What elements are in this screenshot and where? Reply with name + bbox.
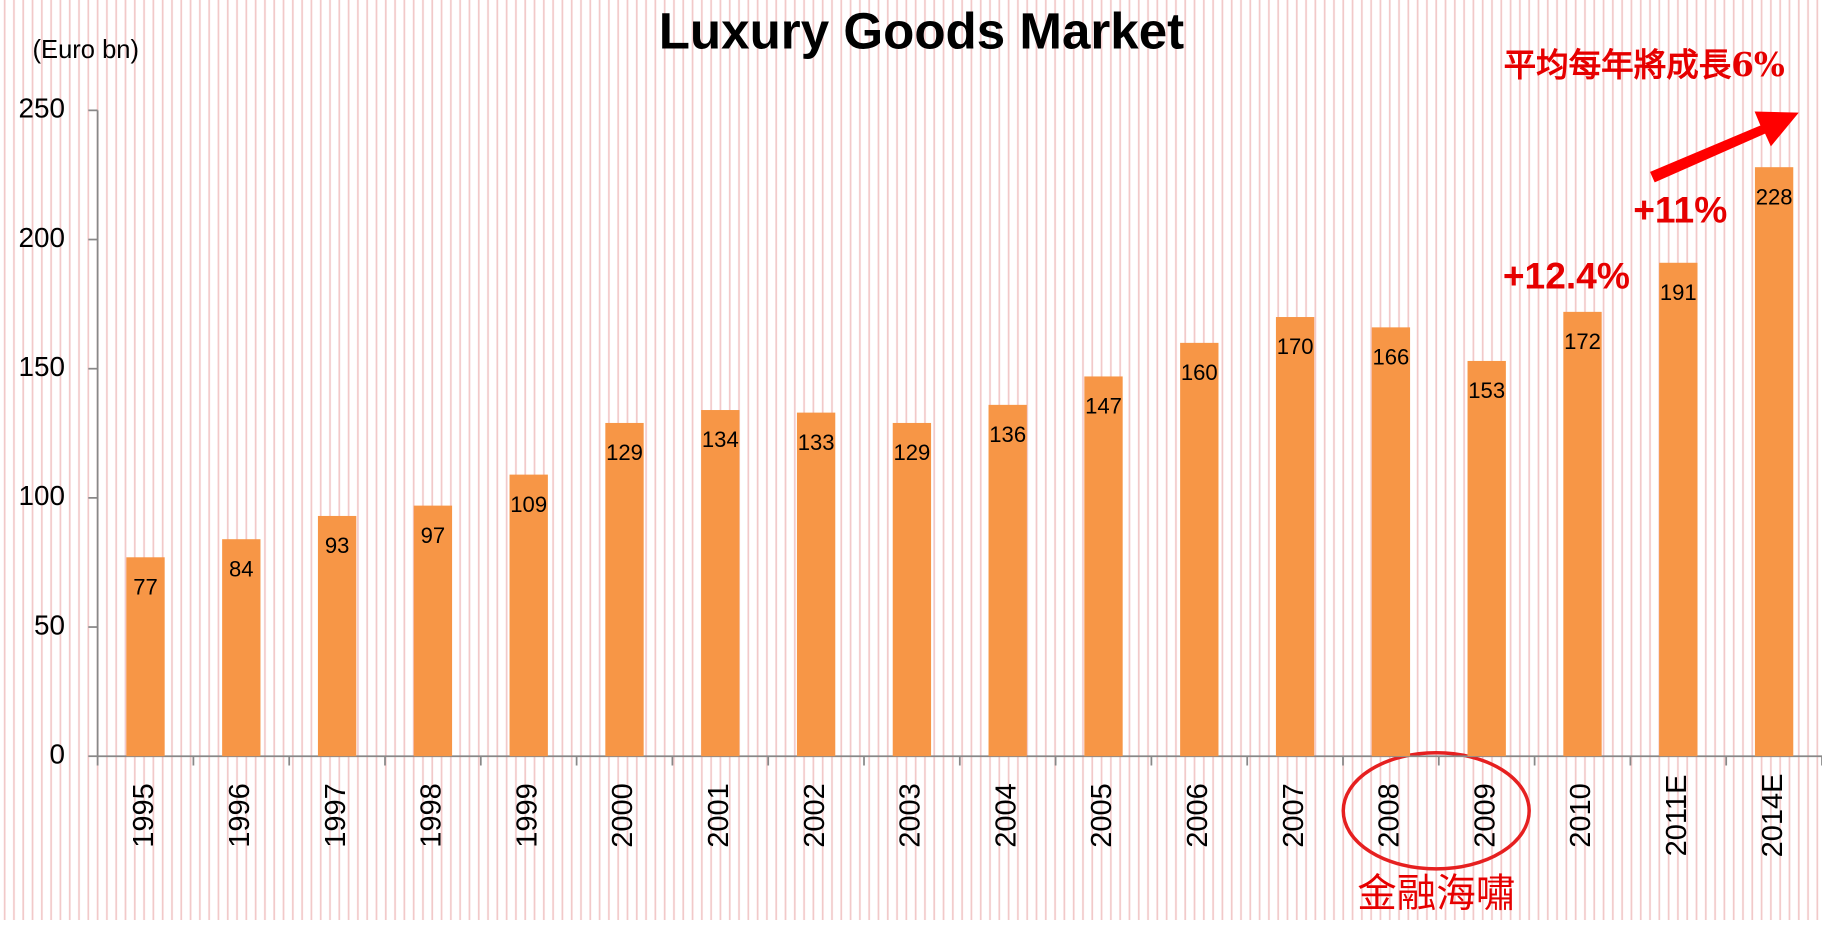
x-tick-label: 2014E (1757, 773, 1789, 857)
y-axis-label: (Euro bn) (33, 36, 140, 64)
data-label: 134 (702, 427, 739, 452)
data-label: 147 (1085, 394, 1122, 419)
annotation: 金融海嘯 (1357, 871, 1515, 917)
bar (605, 422, 644, 757)
data-label: 133 (798, 430, 835, 455)
data-label: 84 (229, 556, 254, 581)
bar (988, 404, 1027, 757)
x-tick-label: 2010 (1565, 783, 1597, 848)
bar (701, 410, 740, 757)
x-tick-label: 2000 (607, 783, 639, 848)
x-tick-label: 2007 (1278, 783, 1310, 848)
bar (126, 557, 165, 757)
bar (1084, 376, 1123, 757)
bar (413, 505, 453, 757)
x-tick-label: 2001 (703, 783, 735, 848)
data-label: 191 (1660, 280, 1697, 305)
x-tick-label: 1998 (416, 783, 448, 848)
highlight-circle (1341, 750, 1531, 871)
y-tick-label: 0 (50, 739, 66, 770)
bar (1754, 167, 1794, 757)
data-label: 93 (325, 533, 350, 558)
data-label: 170 (1277, 334, 1314, 359)
annotation: +12.4% (1503, 255, 1630, 297)
bar (509, 474, 548, 757)
x-tick-label: 2006 (1182, 783, 1214, 848)
data-label: 129 (893, 440, 930, 465)
bar (1180, 342, 1219, 757)
data-label: 109 (510, 492, 547, 517)
bar (1371, 327, 1411, 757)
y-tick-label: 100 (19, 480, 66, 511)
bar (796, 412, 836, 757)
data-label: 228 (1756, 184, 1793, 209)
annotation: 平均每年將成長6% (1504, 45, 1785, 84)
x-tick-label: 1997 (320, 783, 352, 848)
bar (892, 422, 932, 757)
y-tick-label: 150 (19, 351, 66, 382)
plot: 0 50 100 150 200 250 1995 77 1996 84 1997 93 1998 97 1… (19, 93, 1822, 857)
y-tick-label: 250 (19, 93, 66, 124)
data-label: 153 (1468, 378, 1505, 403)
data-label: 129 (606, 440, 643, 465)
x-tick-label: 1995 (128, 783, 160, 848)
bar (222, 539, 261, 757)
data-label: 77 (133, 574, 158, 599)
y-tick-label: 200 (19, 222, 66, 253)
data-label: 136 (989, 422, 1026, 447)
bar (1275, 317, 1315, 757)
bar (1563, 311, 1602, 757)
data-label: 172 (1564, 329, 1601, 354)
data-label: 97 (421, 523, 446, 548)
x-tick-label: 2008 (1374, 783, 1406, 848)
x-tick-label: 2009 (1469, 783, 1501, 848)
data-label: 160 (1181, 360, 1218, 385)
bar (1467, 360, 1506, 757)
annotation: +11% (1633, 188, 1727, 230)
bar (317, 515, 357, 757)
x-tick-label: 2003 (895, 783, 927, 848)
bar (1659, 262, 1698, 757)
data-label: 166 (1372, 345, 1409, 370)
chart-title: Luxury Goods Market (659, 2, 1184, 59)
x-tick-label: 2011E (1661, 775, 1693, 857)
arrow (1650, 111, 1799, 183)
x-tick-label: 2005 (1086, 783, 1118, 848)
y-tick-label: 50 (34, 609, 65, 640)
x-tick-label: 2002 (799, 783, 831, 848)
x-tick-label: 1996 (224, 783, 256, 848)
x-tick-label: 1999 (511, 783, 543, 848)
x-tick-label: 2004 (990, 783, 1022, 848)
